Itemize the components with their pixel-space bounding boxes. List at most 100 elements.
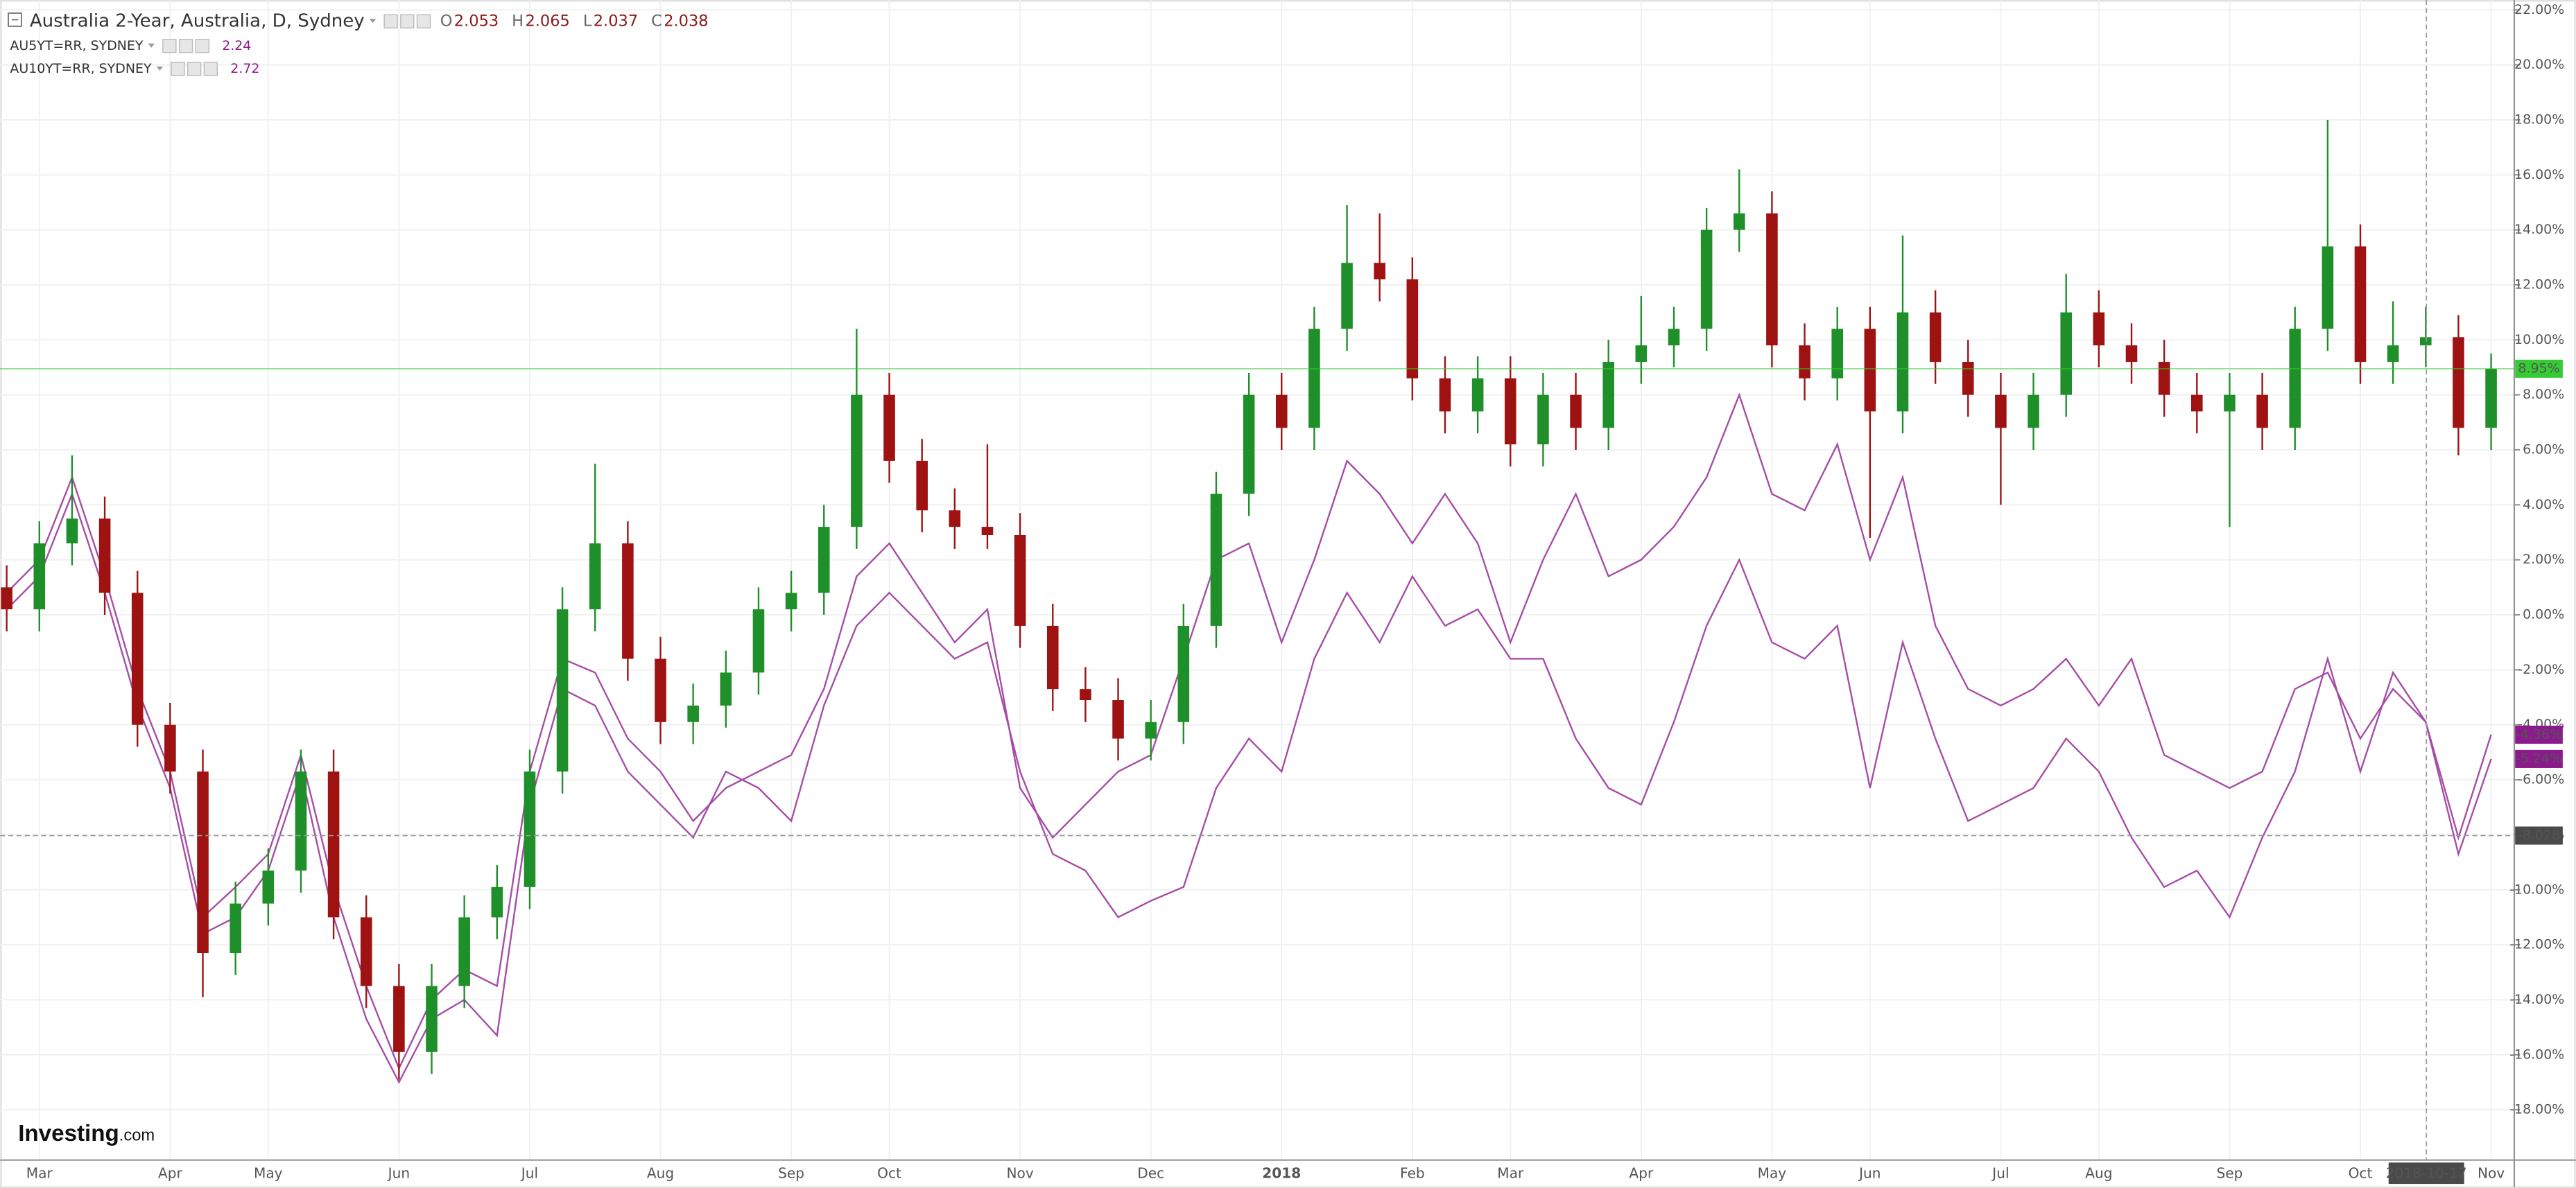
y-tick-label: -6.00%	[2518, 772, 2564, 787]
candle-body	[230, 903, 241, 954]
candle-body	[1668, 329, 1680, 346]
y-tick-label: -18.00%	[2509, 1102, 2564, 1117]
logo: Investing .com	[18, 1121, 155, 1146]
candle-body	[1864, 329, 1876, 412]
candle-body	[1570, 394, 1582, 428]
candle-body	[1635, 345, 1648, 362]
chart-title: Australia 2-Year, Australia, D, Sydney	[30, 10, 365, 31]
legend: Australia 2-Year, Australia, D, Sydney O 2…	[8, 10, 709, 76]
series-icon[interactable]	[195, 39, 209, 53]
axes: -18.00%-16.00%-14.00%-12.00%-10.00%-8.00…	[26, 2, 2564, 1185]
y-tick-label: 10.00%	[2514, 332, 2564, 347]
series-icon[interactable]	[203, 62, 218, 76]
series-icon[interactable]	[162, 39, 177, 53]
series-icon[interactable]	[171, 62, 185, 76]
crosshair-label-bg	[2388, 1162, 2464, 1185]
candle-body	[1308, 329, 1320, 428]
ohlc-value: 2.053	[454, 12, 499, 30]
candle-body	[2190, 394, 2203, 412]
x-tick-label: Mar	[26, 1164, 53, 1181]
candle-body	[1831, 329, 1843, 378]
y-tick-label: -16.00%	[2509, 1047, 2564, 1062]
candle-body	[2387, 345, 2399, 362]
candle-body	[1341, 263, 1353, 329]
candle-body	[2060, 312, 2073, 395]
ohlc-key: O	[440, 12, 453, 30]
series-icon[interactable]	[400, 14, 415, 28]
candle-body	[1112, 700, 1124, 739]
ohlc-value: 2.037	[594, 12, 638, 30]
x-tick-label: May	[254, 1164, 283, 1181]
series-icon[interactable]	[187, 62, 202, 76]
candle-body	[1962, 362, 1974, 395]
x-tick-label: Nov	[1006, 1164, 1033, 1181]
candle-body	[1406, 279, 1419, 378]
y-tick-label: 14.00%	[2514, 222, 2564, 237]
candle-body	[1896, 312, 1909, 412]
candle-body	[295, 771, 307, 871]
caret	[148, 43, 155, 48]
candle-body	[1145, 722, 1157, 739]
legend-value: 2.24	[222, 38, 251, 53]
series-label-bg	[2515, 749, 2563, 768]
series-icon[interactable]	[383, 14, 398, 28]
y-tick-label: 18.00%	[2514, 112, 2564, 127]
x-tick-label: Oct	[2349, 1164, 2373, 1181]
candle-body	[2256, 394, 2268, 428]
candle-body	[1471, 378, 1484, 412]
candle-body	[916, 460, 928, 511]
candle-body	[2485, 368, 2497, 428]
x-tick-label: Jun	[1858, 1164, 1881, 1181]
plot	[1, 119, 2497, 1085]
candle-body	[2028, 394, 2039, 428]
candle-body	[851, 394, 863, 527]
x-tick-label: May	[1758, 1164, 1787, 1181]
candle-body	[1504, 378, 1516, 445]
y-tick-label: -2.00%	[2518, 662, 2564, 677]
series-icon[interactable]	[416, 14, 431, 28]
x-tick-label: Aug	[647, 1164, 674, 1181]
candle-body	[458, 917, 470, 986]
candle-body	[33, 543, 46, 610]
x-tick-label: Dec	[1137, 1164, 1164, 1181]
candle-body	[262, 870, 275, 904]
candle-body	[1439, 378, 1451, 412]
x-tick-label: Nov	[2478, 1164, 2505, 1181]
candle-body	[949, 510, 961, 527]
x-tick-label: Sep	[778, 1164, 804, 1181]
grid	[0, 0, 2514, 1160]
candle-body	[1929, 312, 1942, 362]
y-tick-label: 8.00%	[2523, 387, 2564, 402]
y-tick-label: -14.00%	[2509, 992, 2564, 1007]
candle-body	[1995, 394, 2007, 428]
ohlc-key: L	[583, 12, 592, 30]
candle-body	[164, 724, 176, 772]
collapse-icon[interactable]	[8, 12, 22, 27]
series-label: -5.24%	[2516, 751, 2562, 766]
series-icon[interactable]	[178, 39, 193, 53]
ohlc-key: H	[512, 12, 524, 30]
candle-body	[360, 917, 372, 986]
candle-body	[327, 771, 340, 918]
candle-body	[1537, 394, 1549, 445]
series-label: -4.36%	[2516, 727, 2562, 742]
candle-body	[687, 705, 699, 722]
candle-body	[491, 886, 503, 918]
candle-body	[981, 527, 994, 536]
candle-body	[2093, 312, 2105, 346]
candle-body	[1080, 689, 1091, 701]
y-tick-label: 4.00%	[2523, 497, 2564, 512]
candle-body	[1177, 625, 1190, 722]
ohlc-value: 2.065	[525, 12, 569, 30]
candle-body	[2322, 246, 2334, 329]
y-tick-label: 6.00%	[2523, 442, 2564, 457]
crosshair-label-bg	[2515, 826, 2563, 845]
x-tick-label: Sep	[2216, 1164, 2242, 1181]
caret	[156, 66, 164, 71]
y-tick-label: -10.00%	[2509, 882, 2564, 897]
x-tick-label: Jul	[1991, 1164, 2009, 1181]
candle-body	[1766, 213, 1778, 346]
candle-body	[66, 518, 78, 543]
